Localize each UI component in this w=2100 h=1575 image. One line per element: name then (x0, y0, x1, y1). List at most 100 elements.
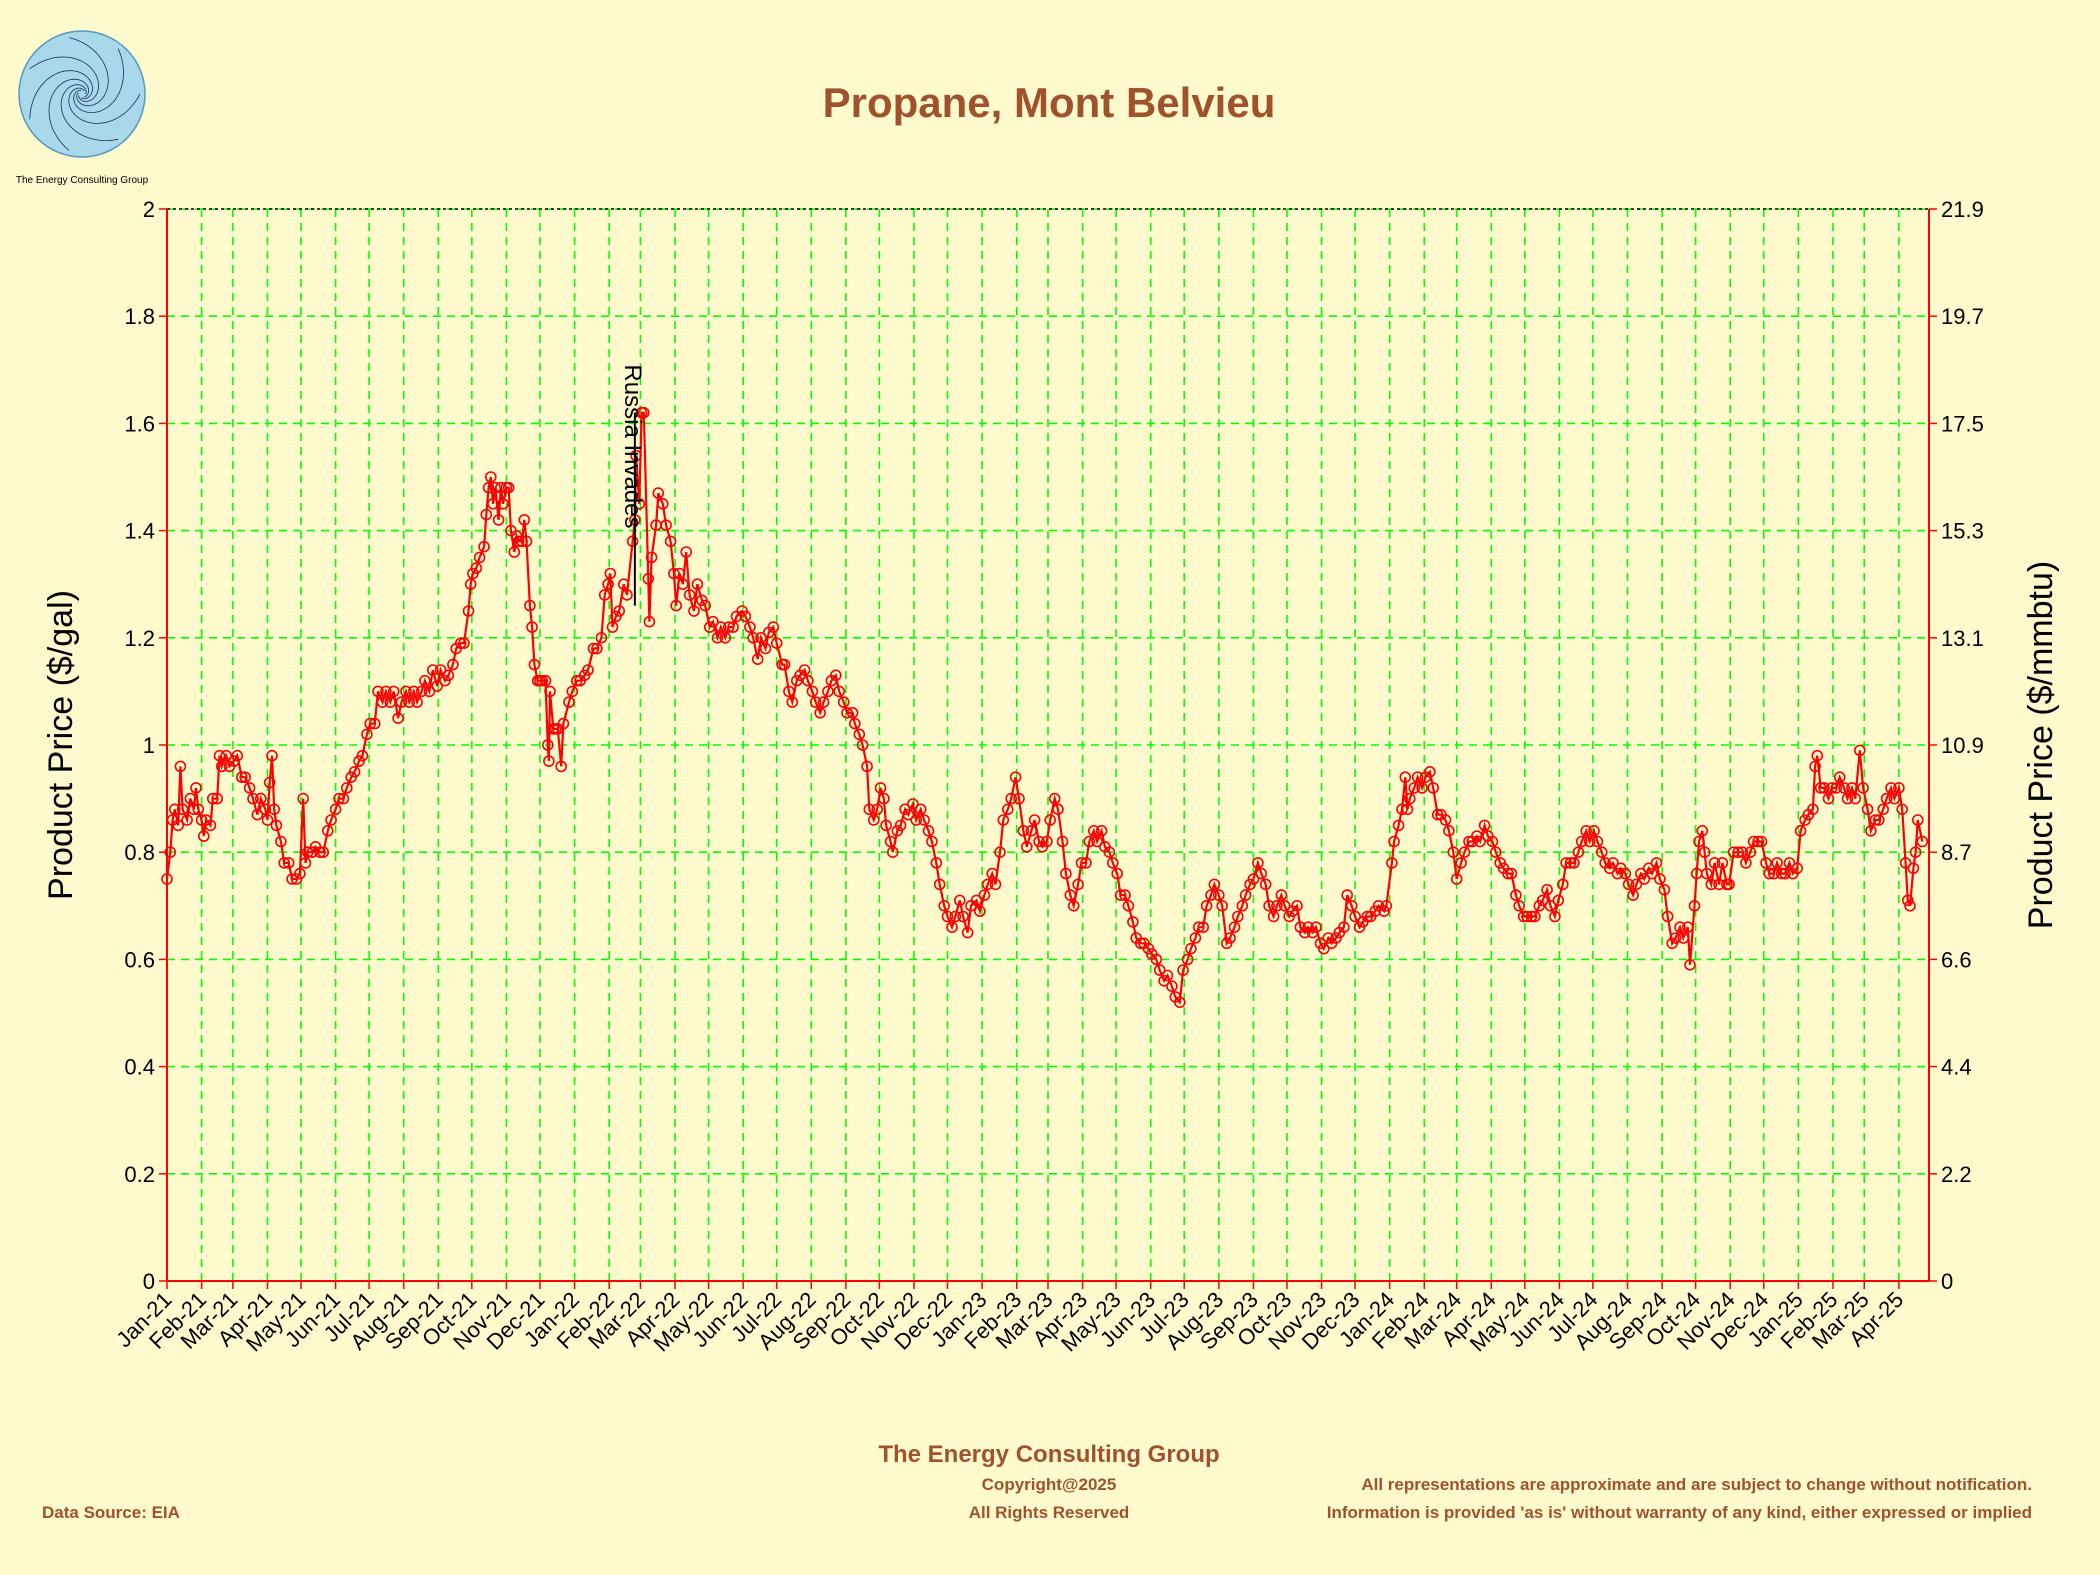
data-point (664, 535, 677, 548)
data-point (981, 878, 994, 891)
data-point (1310, 921, 1322, 934)
data-point (407, 685, 420, 698)
data-point (512, 535, 525, 548)
data-point (384, 696, 397, 708)
price-series (161, 406, 1929, 1009)
data-point (1197, 921, 1209, 934)
annotation-label: Russia Invades (619, 364, 646, 528)
data-point (856, 739, 869, 751)
y2-tick-label: 0 (1941, 1269, 1953, 1294)
data-point (411, 696, 423, 708)
data-point (652, 487, 665, 499)
data-point (1732, 846, 1744, 859)
data-point (621, 589, 633, 601)
data-point (880, 819, 892, 832)
data-point (1095, 824, 1108, 837)
data-point (1349, 910, 1361, 923)
data-point (299, 857, 312, 869)
data-point (1278, 899, 1291, 912)
data-point (1857, 782, 1869, 794)
data-point (1119, 889, 1131, 901)
data-point (263, 776, 276, 789)
data-point (767, 621, 780, 633)
data-point (1192, 921, 1205, 934)
data-point (1177, 964, 1189, 976)
data-point (169, 803, 181, 816)
y2-tick-label: 10.9 (1941, 733, 1984, 758)
data-point (415, 685, 428, 698)
data-point (798, 664, 811, 676)
data-point (192, 803, 205, 816)
y2-tick-label: 8.7 (1941, 840, 1972, 865)
y-tick-label: 0.2 (124, 1162, 155, 1187)
data-point (1627, 889, 1639, 901)
data-point (598, 589, 611, 601)
data-point (1529, 910, 1541, 923)
data-point (528, 658, 541, 671)
data-point (802, 674, 814, 687)
data-point (470, 562, 483, 574)
footer-disclaimer-1: All representations are approximate and … (1361, 1475, 2032, 1494)
data-point (268, 803, 281, 816)
data-point (602, 578, 614, 591)
data-point (587, 642, 600, 655)
data-point (759, 642, 772, 655)
y2-tick-label: 13.1 (1941, 626, 1984, 651)
data-point (747, 631, 760, 644)
data-point (518, 514, 531, 526)
data-point (699, 599, 712, 612)
data-point (806, 685, 819, 698)
data-point (1455, 857, 1467, 869)
data-point (1838, 782, 1850, 794)
data-point (1541, 883, 1553, 896)
data-point (755, 631, 767, 644)
data-point (419, 674, 431, 687)
data-point (1291, 899, 1303, 912)
data-point (454, 637, 467, 650)
data-point (387, 685, 400, 698)
data-point (1885, 782, 1897, 794)
data-point (1463, 835, 1475, 848)
data-point (1811, 749, 1824, 762)
data-point (1404, 792, 1416, 805)
y-tick-label: 1.6 (124, 411, 155, 436)
data-point (348, 765, 361, 778)
y2-tick-label: 17.5 (1941, 411, 1984, 436)
data-point (1899, 857, 1912, 869)
data-point (978, 889, 991, 901)
data-point (1568, 857, 1580, 869)
data-point (1060, 867, 1072, 880)
data-point (176, 803, 189, 816)
data-point (270, 819, 283, 832)
y-tick-label: 1.8 (124, 304, 155, 329)
data-point (1111, 867, 1123, 880)
data-point (1912, 814, 1924, 826)
data-point (541, 739, 554, 751)
data-point (1443, 824, 1455, 837)
data-point (340, 782, 353, 794)
data-point (1572, 846, 1585, 859)
data-point (1619, 867, 1632, 880)
data-point (1807, 803, 1819, 816)
data-point (1224, 932, 1236, 944)
data-point (1416, 782, 1428, 794)
data-point (1411, 771, 1424, 784)
data-point (1255, 867, 1268, 880)
data-point (1783, 857, 1796, 869)
data-point (1846, 782, 1858, 794)
y2-tick-label: 19.7 (1941, 304, 1984, 329)
data-point (1232, 910, 1244, 923)
data-point (1181, 953, 1194, 966)
data-point (275, 835, 287, 848)
data-point (1267, 910, 1280, 923)
logo-spiral-arm (68, 87, 141, 124)
data-point (814, 706, 827, 719)
data-point (426, 664, 439, 676)
data-point (1591, 835, 1604, 848)
data-point (707, 615, 719, 628)
data-point (1401, 803, 1414, 816)
data-point (722, 621, 735, 633)
data-point (1747, 835, 1760, 848)
data-point (989, 878, 1002, 891)
data-point (1392, 819, 1405, 832)
